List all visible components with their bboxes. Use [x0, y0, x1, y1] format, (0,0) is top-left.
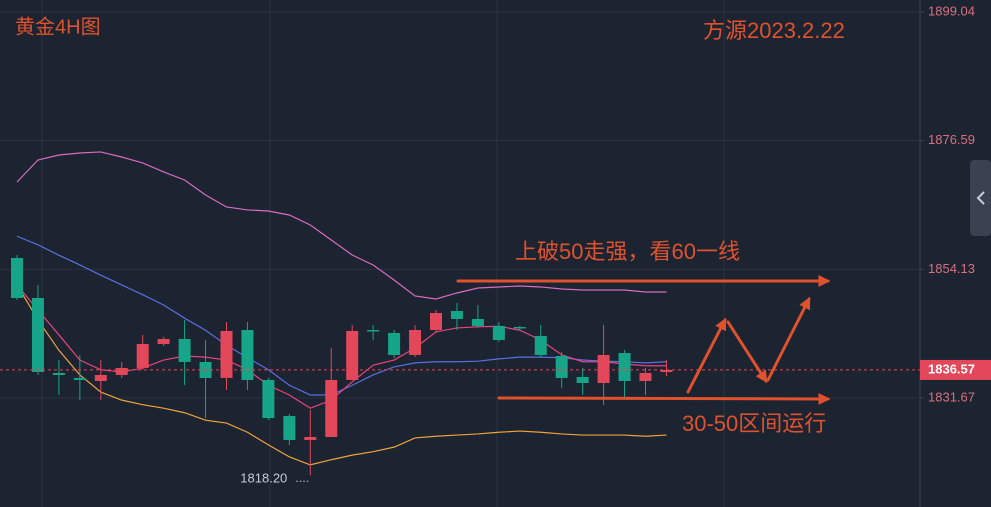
candle-body: [576, 376, 589, 384]
candle-body: [52, 372, 65, 375]
candle-body: [534, 335, 547, 355]
collapse-button[interactable]: [970, 160, 991, 236]
arrow: [686, 317, 727, 394]
candle-body: [178, 338, 191, 362]
indicator-line: [16, 151, 667, 300]
annotation-arrows: [456, 275, 831, 405]
candle-body: [346, 330, 359, 380]
candle-body: [367, 329, 380, 332]
annotation: 30-50区间运行: [682, 411, 826, 436]
chart-title: 黄金4H图: [15, 15, 101, 38]
candle-body: [11, 257, 23, 298]
vertical-grid: [41, 0, 725, 507]
arrow: [497, 392, 831, 405]
collapse-tab[interactable]: [970, 160, 991, 236]
candle-body: [73, 377, 86, 380]
candle-body: [325, 379, 338, 437]
indicator-line: [16, 284, 667, 466]
candle-body: [157, 338, 170, 344]
candle-body: [639, 372, 652, 381]
candle-body: [660, 369, 673, 372]
candle-body: [94, 374, 107, 381]
candle-body: [262, 379, 275, 419]
candle-body: [597, 354, 610, 384]
candle-body: [492, 325, 505, 340]
arrow: [726, 320, 768, 384]
candle-body: [471, 318, 484, 326]
candle-body: [555, 355, 568, 378]
candle-body: [388, 332, 401, 355]
annotation: 上破50走强，看60一线: [515, 239, 740, 264]
candle-body: [283, 416, 296, 440]
arrow: [766, 296, 811, 382]
candle-body: [220, 330, 233, 378]
low-price-label: 1818.20: [240, 471, 287, 486]
chart-subtitle: 方源2023.2.22: [703, 18, 845, 43]
candle-body: [115, 367, 128, 375]
price-axis: 1899.04 1876.59 1854.13 1831.67 1836.57 1818.…: [0, 3, 991, 486]
y-tick-label: 1854.13: [928, 261, 975, 276]
y-tick-label: 1899.04: [928, 3, 975, 18]
candle-body: [430, 312, 442, 330]
candle-body: [409, 329, 422, 355]
candle-body: [513, 326, 526, 329]
last-price-box: [920, 359, 991, 380]
y-tick-label: 1876.59: [928, 132, 975, 147]
chevron: [976, 191, 985, 205]
candle-body: [618, 352, 631, 381]
y-tick-label: 1831.67: [928, 389, 975, 404]
candle-body: [450, 310, 463, 319]
last-price-label: 1836.57: [928, 361, 975, 376]
candle-body: [241, 329, 254, 380]
candle-body: [136, 343, 149, 368]
candle-body: [304, 436, 317, 440]
candle-body: [31, 297, 44, 372]
